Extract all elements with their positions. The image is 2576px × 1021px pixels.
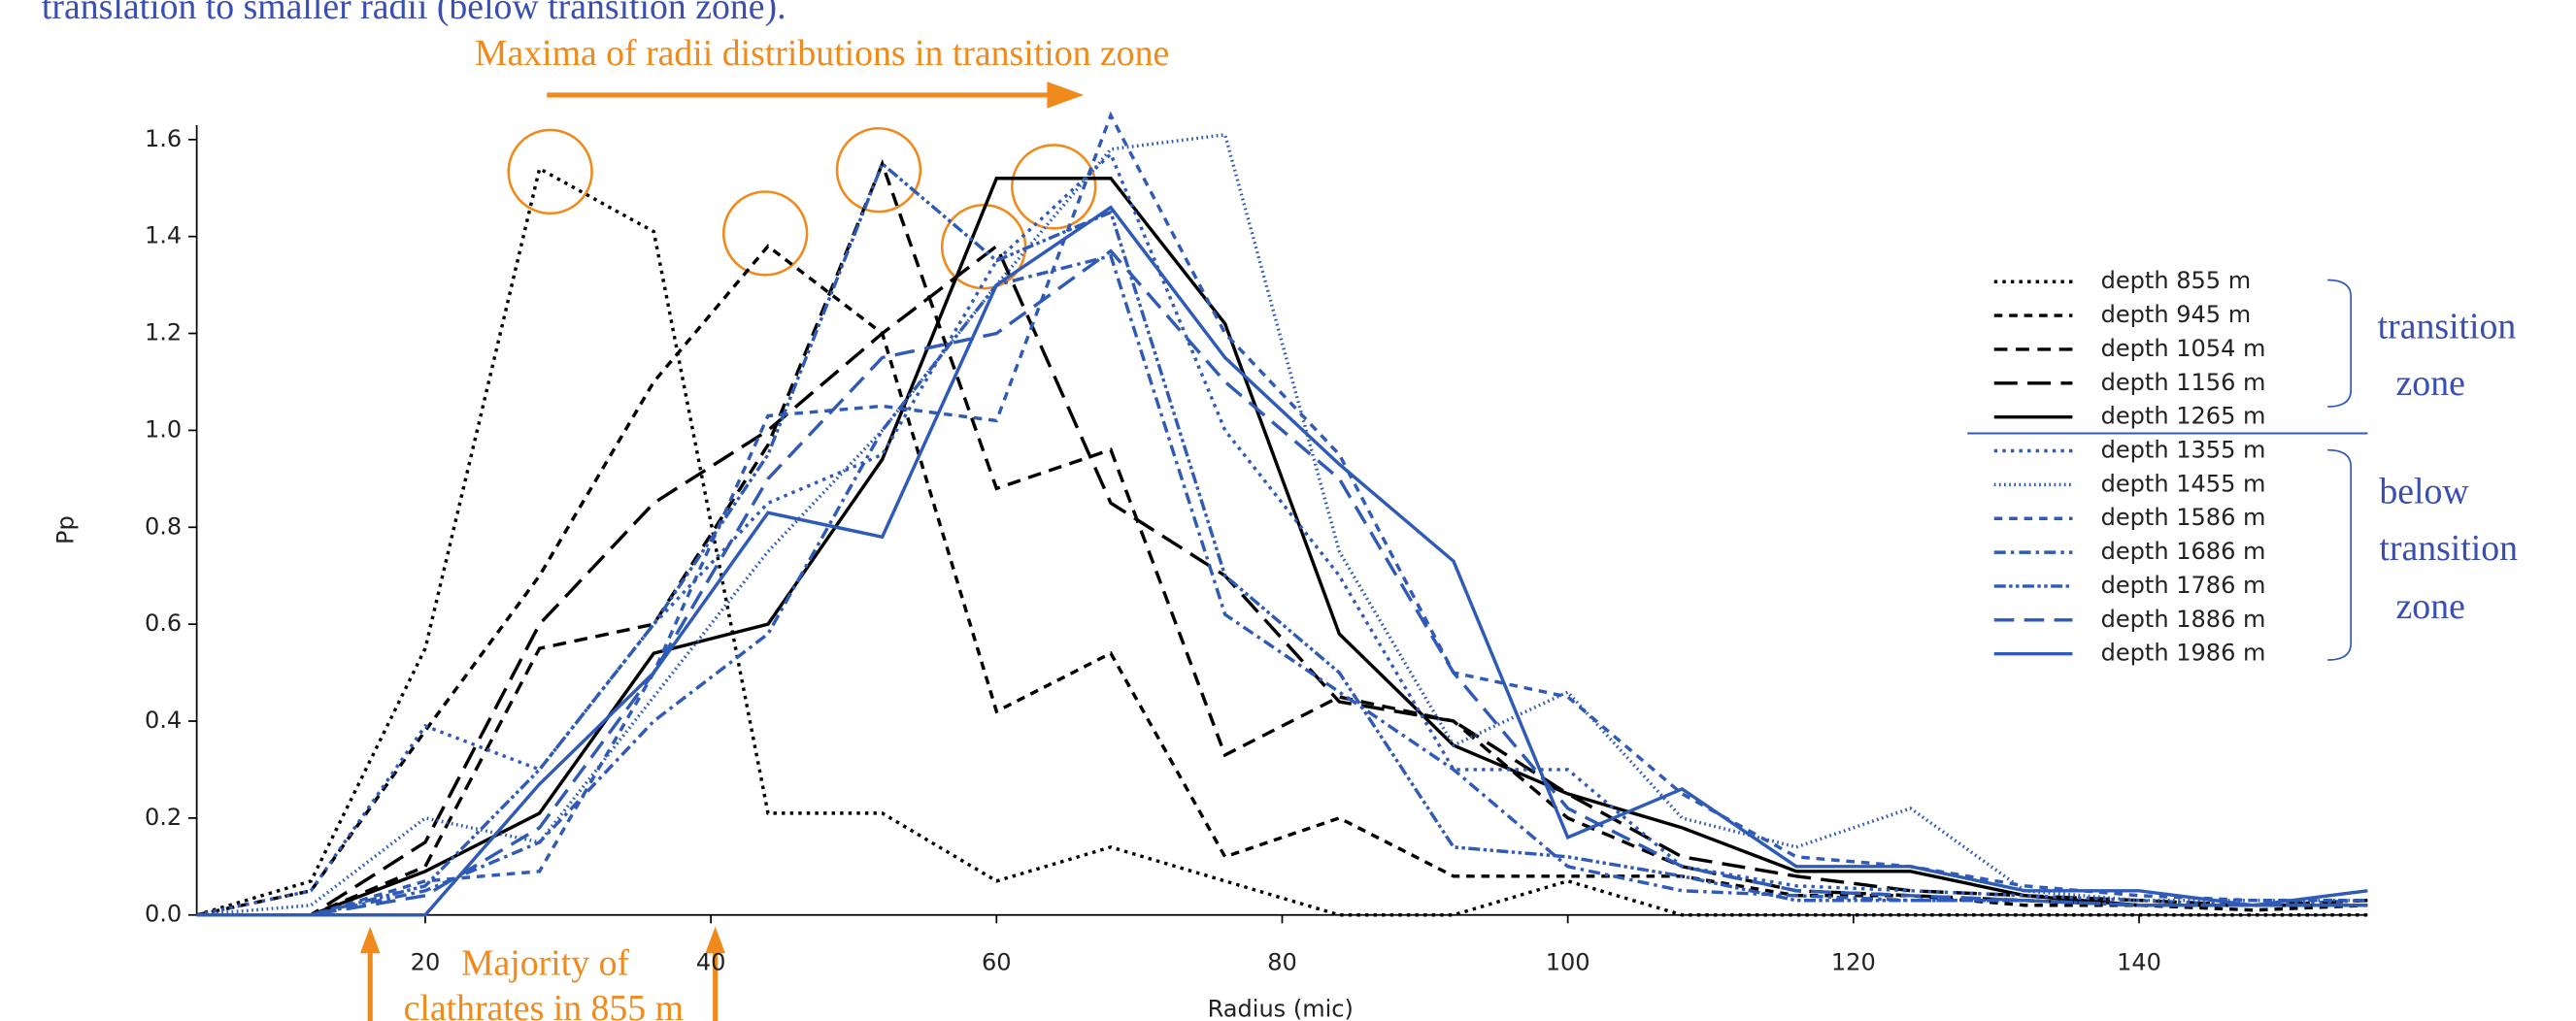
y-tick-label: 1.4 (145, 222, 182, 249)
zone-label: zone (2396, 363, 2465, 404)
legend-label: depth 1986 m (2101, 640, 2266, 667)
series-line (196, 243, 2368, 917)
annotation-arrowhead (359, 926, 381, 954)
maxima-annotation: Maxima of radii distributions in transit… (475, 33, 1169, 74)
series-line (196, 177, 2368, 917)
legend-label: depth 855 m (2101, 267, 2252, 294)
y-tick-label: 0.2 (145, 804, 182, 831)
circle (721, 190, 809, 277)
y-tick-label: 1.0 (145, 415, 182, 443)
y-tick-label: 0.4 (145, 707, 182, 734)
legend-label: depth 1586 m (2101, 504, 2266, 531)
zone-label: below (2379, 472, 2469, 512)
legend-label: depth 1054 m (2101, 335, 2266, 362)
circle (835, 126, 922, 214)
series-line (196, 244, 2368, 917)
series-line (196, 111, 2368, 917)
legend-label: depth 1886 m (2101, 606, 2266, 633)
x-tick-label: 120 (1831, 949, 1876, 976)
series-line (196, 166, 2368, 917)
y-tick-label: 1.6 (145, 125, 182, 152)
y-tick-label: 1.2 (145, 319, 182, 346)
majority-annotation: clathrates in 855 m (404, 988, 684, 1021)
y-axis-label: Pp (52, 515, 80, 544)
x-tick-label: 140 (2117, 949, 2161, 976)
legend-label: depth 1455 m (2101, 470, 2266, 497)
zone-label: zone (2396, 586, 2465, 627)
x-tick-label: 60 (982, 949, 1012, 976)
zone-label: transition (2378, 307, 2517, 347)
legend-label: depth 1265 m (2101, 403, 2266, 430)
x-tick-label: 80 (1267, 949, 1297, 976)
legend-label: depth 1156 m (2101, 369, 2266, 396)
annotation-arrowhead (1047, 82, 1085, 109)
annotation-arrowhead (705, 926, 725, 954)
legend-label: depth 1355 m (2101, 437, 2266, 464)
legend-label: depth 945 m (2101, 301, 2252, 328)
series-line (196, 132, 2368, 917)
series-line (196, 150, 2368, 917)
legend-label: depth 1786 m (2101, 572, 2266, 599)
y-tick-label: 0.8 (145, 512, 182, 540)
circle (1011, 144, 1097, 230)
series-line (196, 248, 2368, 917)
header-text: translation to smaller radii (below tran… (42, 0, 786, 27)
legend-label: depth 1686 m (2101, 538, 2266, 565)
y-tick-label: 0.6 (145, 609, 182, 637)
zone-label: transition (2379, 528, 2518, 569)
maxima-circles (507, 126, 1097, 290)
x-tick-label: 40 (696, 949, 726, 976)
majority-annotation: Majority of (461, 943, 629, 984)
series-line (196, 253, 2368, 917)
x-tick-label: 100 (1546, 949, 1590, 976)
circle (507, 128, 593, 215)
legend-bracket (2327, 279, 2353, 408)
series-line (196, 205, 2368, 917)
legend-bracket (2327, 448, 2353, 661)
y-tick-label: 0.0 (145, 901, 182, 928)
x-axis-label: Radius (mic) (1208, 996, 1354, 1021)
x-tick-label: 20 (411, 949, 441, 976)
